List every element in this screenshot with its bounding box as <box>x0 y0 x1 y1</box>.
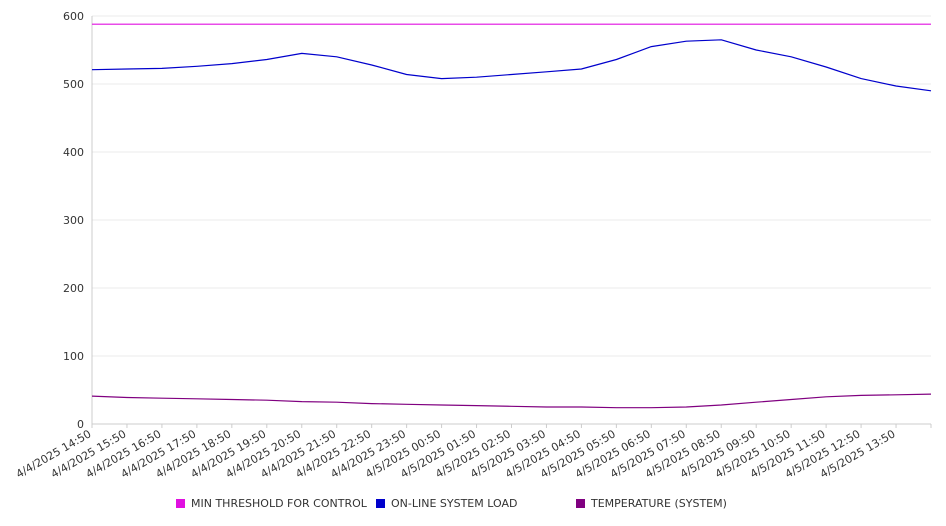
chart-legend: MIN THRESHOLD FOR CONTROL ON-LINE SYSTEM… <box>0 497 946 515</box>
legend-label-temperature: TEMPERATURE (SYSTEM) <box>591 497 727 510</box>
grid-lines <box>92 15 931 357</box>
series-line-on-line-system-load <box>91 39 932 92</box>
y-tick-label: 0 <box>77 418 84 431</box>
y-tick-label: 300 <box>63 214 84 227</box>
legend-swatch-temperature <box>576 499 585 508</box>
series-layer <box>91 23 932 409</box>
legend-label-system-load: ON-LINE SYSTEM LOAD <box>391 497 518 510</box>
x-axis-tick-labels: 4/4/2025 14:504/4/2025 15:504/4/2025 16:… <box>14 427 898 481</box>
legend-item-min-threshold[interactable]: MIN THRESHOLD FOR CONTROL <box>176 497 367 510</box>
chart-axes <box>91 16 932 428</box>
y-tick-label: 100 <box>63 350 84 363</box>
series-line-temperature-system <box>91 393 932 409</box>
y-axis-tick-labels: 0 100 200 300 400 500 600 <box>63 10 84 431</box>
y-tick-label: 400 <box>63 146 84 159</box>
legend-swatch-system-load <box>376 499 385 508</box>
y-tick-label: 500 <box>63 78 84 91</box>
y-tick-label: 200 <box>63 282 84 295</box>
legend-swatch-min-threshold <box>176 499 185 508</box>
y-tick-label: 600 <box>63 10 84 23</box>
legend-label-min-threshold: MIN THRESHOLD FOR CONTROL <box>191 497 367 510</box>
legend-item-temperature[interactable]: TEMPERATURE (SYSTEM) <box>576 497 727 510</box>
legend-item-system-load[interactable]: ON-LINE SYSTEM LOAD <box>376 497 517 510</box>
